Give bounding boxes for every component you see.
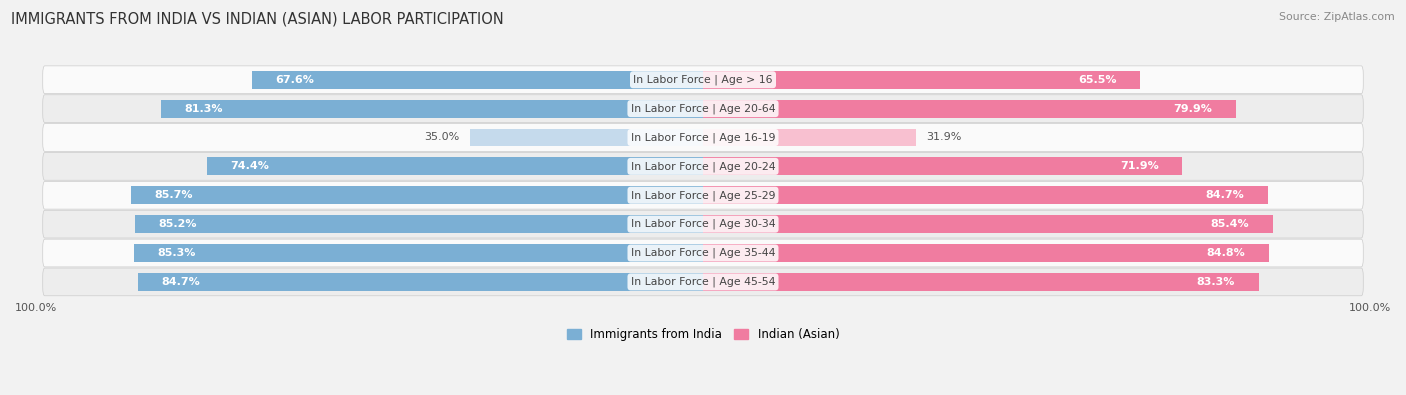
FancyBboxPatch shape (42, 210, 1364, 238)
Bar (703, 128, 915, 147)
Text: IMMIGRANTS FROM INDIA VS INDIAN (ASIAN) LABOR PARTICIPATION: IMMIGRANTS FROM INDIA VS INDIAN (ASIAN) … (11, 12, 503, 27)
FancyBboxPatch shape (42, 268, 1364, 296)
Text: 31.9%: 31.9% (925, 132, 962, 143)
Legend: Immigrants from India, Indian (Asian): Immigrants from India, Indian (Asian) (562, 323, 844, 346)
Bar (703, 100, 1236, 118)
Bar (703, 215, 1272, 233)
FancyBboxPatch shape (42, 152, 1364, 180)
Text: In Labor Force | Age 25-29: In Labor Force | Age 25-29 (631, 190, 775, 201)
Bar (160, 100, 703, 118)
Text: In Labor Force | Age 30-34: In Labor Force | Age 30-34 (631, 219, 775, 229)
Bar (207, 158, 703, 175)
Text: In Labor Force | Age 35-44: In Labor Force | Age 35-44 (631, 248, 775, 258)
Text: Source: ZipAtlas.com: Source: ZipAtlas.com (1279, 12, 1395, 22)
Text: 84.7%: 84.7% (1206, 190, 1244, 200)
Text: 85.4%: 85.4% (1211, 219, 1249, 229)
FancyBboxPatch shape (42, 124, 1364, 151)
Text: 74.4%: 74.4% (231, 162, 269, 171)
Text: 65.5%: 65.5% (1078, 75, 1116, 85)
Text: 71.9%: 71.9% (1121, 162, 1159, 171)
Text: 67.6%: 67.6% (276, 75, 315, 85)
Bar (138, 273, 703, 291)
Bar (134, 244, 703, 262)
Text: 85.3%: 85.3% (157, 248, 195, 258)
Text: In Labor Force | Age 16-19: In Labor Force | Age 16-19 (631, 132, 775, 143)
FancyBboxPatch shape (42, 181, 1364, 209)
Text: 85.2%: 85.2% (157, 219, 197, 229)
Text: 84.8%: 84.8% (1206, 248, 1246, 258)
Text: 83.3%: 83.3% (1197, 277, 1234, 287)
Text: 35.0%: 35.0% (425, 132, 460, 143)
Bar (703, 71, 1140, 89)
Text: In Labor Force | Age 20-64: In Labor Force | Age 20-64 (631, 103, 775, 114)
Text: In Labor Force | Age 45-54: In Labor Force | Age 45-54 (631, 276, 775, 287)
Bar (135, 215, 703, 233)
Text: 81.3%: 81.3% (184, 103, 222, 114)
Bar (252, 71, 703, 89)
Text: In Labor Force | Age > 16: In Labor Force | Age > 16 (633, 75, 773, 85)
Text: In Labor Force | Age 20-24: In Labor Force | Age 20-24 (631, 161, 775, 172)
Text: 84.7%: 84.7% (162, 277, 200, 287)
Bar (703, 244, 1268, 262)
FancyBboxPatch shape (42, 239, 1364, 267)
Bar (703, 186, 1268, 204)
Bar (703, 273, 1258, 291)
Text: 79.9%: 79.9% (1174, 103, 1212, 114)
Bar (132, 186, 703, 204)
Text: 85.7%: 85.7% (155, 190, 194, 200)
FancyBboxPatch shape (42, 66, 1364, 94)
FancyBboxPatch shape (42, 95, 1364, 122)
Bar (470, 128, 703, 147)
Bar (703, 158, 1182, 175)
